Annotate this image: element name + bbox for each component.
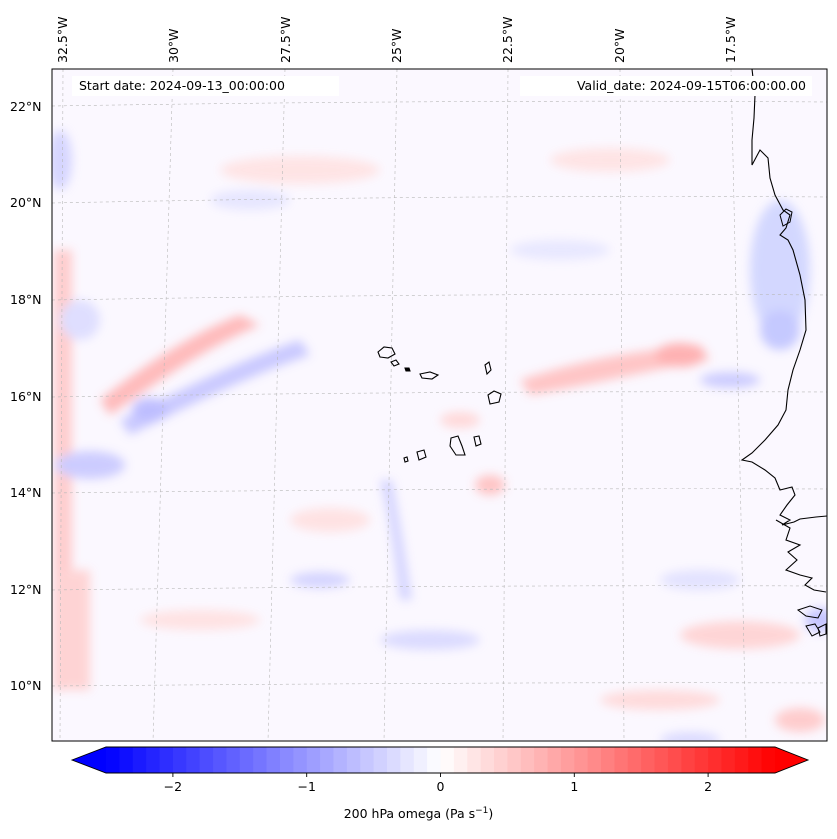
lon-label: 25°W [389, 28, 404, 63]
colorbar-cell [360, 747, 375, 773]
colorbar-cell [413, 747, 428, 773]
colorbar-cell [186, 747, 201, 773]
colorbar-cell [266, 747, 281, 773]
colorbar-cell [226, 747, 241, 773]
lat-label: 16°N [10, 389, 42, 404]
colorbar-tick-label: 2 [704, 779, 712, 794]
graticule [52, 69, 827, 741]
colorbar-cell [654, 747, 669, 773]
lat-label: 12°N [10, 582, 42, 597]
colorbar-label-close: ) [488, 806, 494, 822]
lat-label: 10°N [10, 678, 42, 693]
colorbar-cell [333, 747, 348, 773]
colorbar-cell [547, 747, 562, 773]
colorbar-cell [587, 747, 602, 773]
colorbar-cell [761, 747, 776, 773]
colorbar-tick-label: 0 [437, 779, 445, 794]
colorbar-cell [453, 747, 468, 773]
cape-verde-islands [377, 346, 502, 463]
colorbar-cell [440, 747, 455, 773]
africa-coastline [740, 69, 827, 526]
colorbar-cell [306, 747, 321, 773]
colorbar-cell [494, 747, 508, 773]
colorbar-cell [293, 747, 308, 773]
colorbar-outline [70, 746, 810, 774]
colorbar-cell [507, 747, 522, 773]
colorbar-cell [681, 747, 696, 773]
colorbar-cell [601, 747, 616, 773]
colorbar-cell [320, 747, 335, 773]
lon-label: 20°W [612, 28, 627, 63]
map-frame [51, 68, 828, 742]
colorbar-cell [199, 747, 214, 773]
colorbar-cell [119, 747, 134, 773]
colorbar-cell [279, 747, 294, 773]
colorbar-extend-high [775, 747, 808, 773]
colorbar-cell [213, 747, 228, 773]
colorbar-cell [520, 747, 535, 773]
colorbar-cell [253, 747, 268, 773]
lon-label: 30°W [166, 28, 181, 63]
colorbar-cell [734, 747, 749, 773]
lon-label: 27.5°W [278, 17, 293, 63]
colorbar-cell [172, 747, 187, 773]
lat-label: 20°N [10, 195, 42, 210]
longitude-labels: 32.5°W 30°W 27.5°W 25°W 22.5°W 20°W 17.5… [55, 17, 738, 63]
colorbar-cell [146, 747, 161, 773]
start-date-label: Start date: 2024-09-13_00:00:00 [72, 76, 339, 96]
colorbar-tick-label: 1 [570, 779, 578, 794]
colorbar-cell [694, 747, 709, 773]
colorbar-cell [386, 747, 401, 773]
lat-label: 14°N [10, 485, 42, 500]
colorbar-cell [641, 747, 656, 773]
colorbar: −2 −1 0 1 2 [70, 746, 810, 794]
colorbar-cell [400, 747, 415, 773]
colorbar-label: 200 hPa omega (Pa s−1) [0, 806, 837, 821]
colorbar-cell [106, 747, 120, 773]
colorbar-cell [427, 747, 442, 773]
colorbar-label-exponent: −1 [475, 806, 489, 816]
colorbar-cell [132, 747, 147, 773]
colorbar-cell [708, 747, 723, 773]
lon-label: 32.5°W [55, 17, 70, 63]
colorbar-label-text: 200 hPa omega (Pa s [343, 806, 476, 822]
colorbar-cell [560, 747, 575, 773]
colorbar-tick-label: −1 [297, 779, 315, 794]
colorbar-cell [574, 747, 589, 773]
lon-label: 17.5°W [723, 17, 738, 63]
colorbar-cell [480, 747, 495, 773]
colorbar-cell [239, 747, 254, 773]
lat-label: 18°N [10, 292, 42, 307]
colorbar-cell [467, 747, 482, 773]
colorbar-extend-low [72, 747, 106, 773]
colorbar-tick-label: −2 [164, 779, 182, 794]
valid-date-label: Valid_date: 2024-09-15T06:00:00.00 [520, 76, 812, 96]
colorbar-cell [346, 747, 361, 773]
latitude-labels: 22°N 20°N 18°N 16°N 14°N 12°N 10°N [10, 99, 42, 693]
colorbar-cell [159, 747, 174, 773]
omega-field [52, 69, 827, 741]
colorbar-cell [667, 747, 682, 773]
colorbar-cell [627, 747, 642, 773]
lat-label: 22°N [10, 99, 42, 114]
colorbar-cell [373, 747, 388, 773]
colorbar-cell [721, 747, 736, 773]
colorbar-cell [614, 747, 629, 773]
colorbar-cell [534, 747, 549, 773]
lon-label: 22.5°W [500, 17, 515, 63]
colorbar-cell [748, 747, 763, 773]
